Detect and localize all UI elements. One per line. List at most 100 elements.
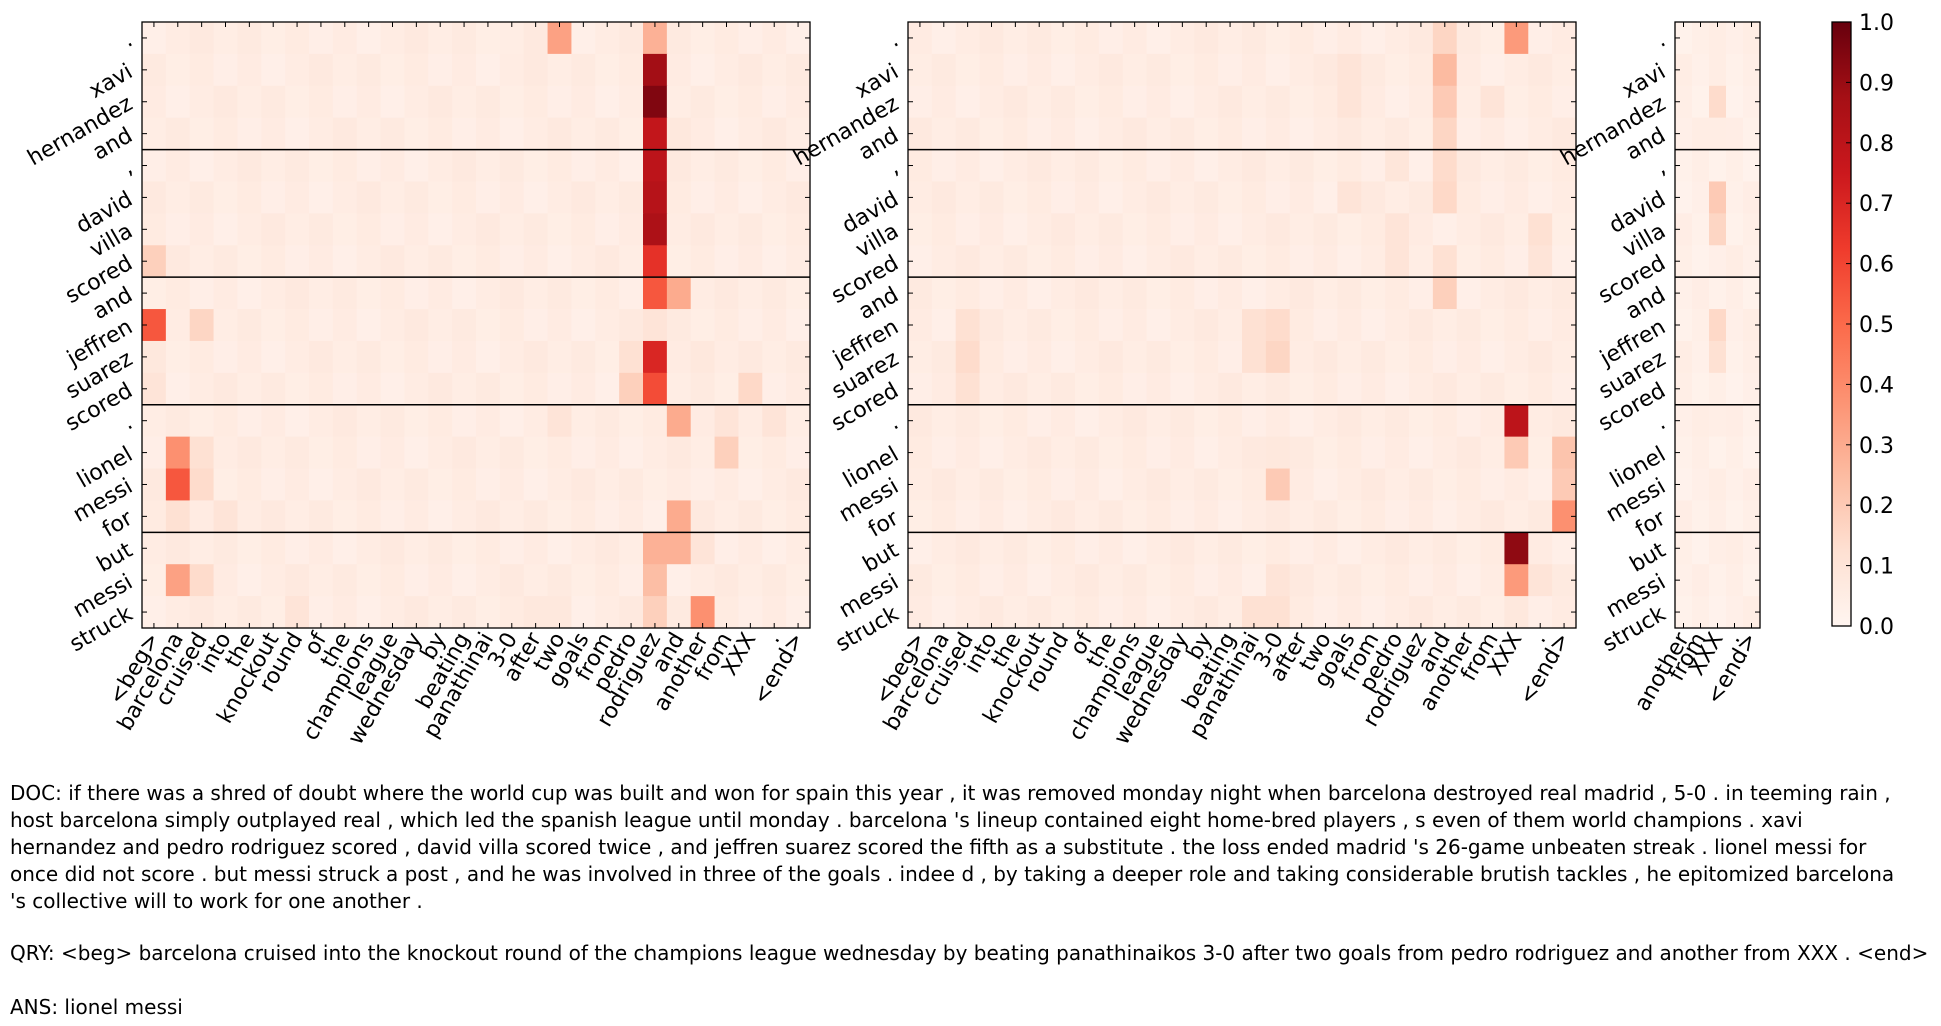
heatmap-cell [571, 117, 596, 151]
heatmap-cell [1456, 404, 1482, 438]
heatmap-cell [1098, 277, 1124, 310]
heatmap-cell [1242, 85, 1267, 119]
heatmap-cell [237, 277, 262, 310]
heatmap-cell [428, 532, 453, 565]
heatmap-cell [1692, 564, 1710, 597]
heatmap-cell [1122, 85, 1148, 119]
heatmap-cell [309, 245, 334, 278]
heatmap-cell [213, 468, 239, 502]
heatmap-cell [1692, 309, 1710, 342]
heatmap-cell [1289, 532, 1315, 565]
heatmap-cell [571, 245, 596, 278]
heatmap-cell [1003, 22, 1028, 55]
heatmap-cell [1709, 436, 1727, 470]
heatmap-cell [1409, 404, 1434, 438]
panel-2: .xavihernandezand,davidvillascoredandjef… [790, 21, 1577, 749]
heatmap-cell [714, 22, 740, 55]
heatmap-cell [1146, 117, 1172, 151]
heatmap-cell [1385, 85, 1410, 119]
heatmap-cell [1337, 340, 1362, 374]
heatmap-cell [738, 372, 763, 406]
heatmap-cell [1218, 404, 1243, 438]
heatmap-cell [762, 117, 787, 151]
colorbar-tick-label: 0.7 [1859, 192, 1894, 217]
heatmap-cell [1385, 468, 1410, 502]
heatmap-cell [499, 309, 525, 342]
heatmap-cell [1456, 532, 1482, 565]
heatmap-cell [738, 245, 763, 278]
heatmap-cell [356, 277, 382, 310]
heatmap-cell [1218, 532, 1243, 565]
heatmap-cell [1432, 564, 1458, 597]
heatmap-cell [523, 277, 549, 310]
heatmap-cell [261, 53, 286, 87]
heatmap-cell [1051, 53, 1076, 87]
heatmap-cell [1337, 22, 1362, 55]
heatmap-cell [714, 564, 740, 597]
heatmap-cell [738, 564, 763, 597]
heatmap-cell [1051, 532, 1076, 565]
heatmap-cell [1675, 213, 1693, 246]
heatmap-cell [666, 436, 692, 470]
heatmap-cell [1692, 277, 1710, 310]
heatmap-cell [523, 53, 549, 87]
heatmap-cell [1409, 213, 1434, 246]
heatmap-cell [285, 532, 310, 565]
heatmap-cell [356, 22, 382, 55]
heatmap-cell [1528, 532, 1553, 565]
heatmap-cell [619, 372, 644, 406]
heatmap-cell [931, 22, 957, 55]
heatmap-cell [1027, 564, 1052, 597]
heatmap-cell [309, 309, 334, 342]
heatmap-cell [523, 213, 549, 246]
heatmap-cell [404, 372, 429, 406]
heatmap-cell [189, 213, 215, 246]
heatmap-cell [1075, 181, 1100, 214]
heatmap-cell [714, 404, 740, 438]
heatmap-cell [428, 149, 453, 183]
heatmap-cell [1075, 213, 1100, 246]
heatmap-cell [1409, 309, 1434, 342]
heatmap-cell [1361, 213, 1386, 246]
heatmap-cell [1003, 404, 1028, 438]
heatmap-cell [979, 500, 1005, 533]
heatmap-cell [643, 245, 668, 278]
heatmap-cell [1242, 181, 1267, 214]
heatmap-cell [1692, 53, 1710, 87]
heatmap-cell [1027, 532, 1052, 565]
heatmap-cell [1098, 532, 1124, 565]
heatmap-cell [1075, 532, 1100, 565]
heatmap-cell [1337, 181, 1362, 214]
heatmap-cell [1504, 532, 1529, 565]
heatmap-cell [499, 340, 525, 374]
heatmap-cell [1337, 245, 1362, 278]
heatmap-cell [309, 372, 334, 406]
heatmap-cell [1675, 85, 1693, 119]
heatmap-cell [1361, 309, 1386, 342]
heatmap-cell [1313, 53, 1339, 87]
heatmap-cell [762, 213, 787, 246]
heatmap-cell [1726, 53, 1744, 87]
heatmap-cell [165, 22, 191, 55]
heatmap-cell [666, 53, 692, 87]
heatmap-cell [1743, 340, 1761, 374]
heatmap-cell [1528, 340, 1553, 374]
heatmap-cell [1480, 213, 1506, 246]
heatmap-cell [523, 309, 549, 342]
colorbar-tick-label: 0.1 [1859, 555, 1894, 580]
heatmap-cell [1027, 245, 1052, 278]
heatmap-cell [979, 309, 1005, 342]
heatmap-cell [476, 53, 501, 87]
heatmap-cell [1003, 181, 1028, 214]
heatmap-cell [1337, 213, 1362, 246]
heatmap-cell [332, 532, 358, 565]
y-tick-label: , [118, 155, 137, 180]
heatmap-cell [1480, 85, 1506, 119]
heatmap-cell [595, 22, 620, 55]
heatmap-cell [571, 468, 596, 502]
heatmap-cell [1432, 309, 1458, 342]
heatmap-cell [643, 22, 668, 55]
heatmap-cell [1265, 117, 1291, 151]
heatmap-cell [1289, 564, 1315, 597]
heatmap-cell [523, 500, 549, 533]
